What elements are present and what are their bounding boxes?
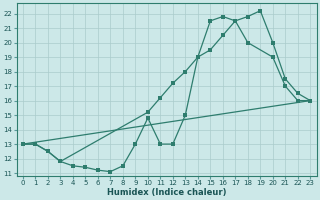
X-axis label: Humidex (Indice chaleur): Humidex (Indice chaleur) [107,188,226,197]
